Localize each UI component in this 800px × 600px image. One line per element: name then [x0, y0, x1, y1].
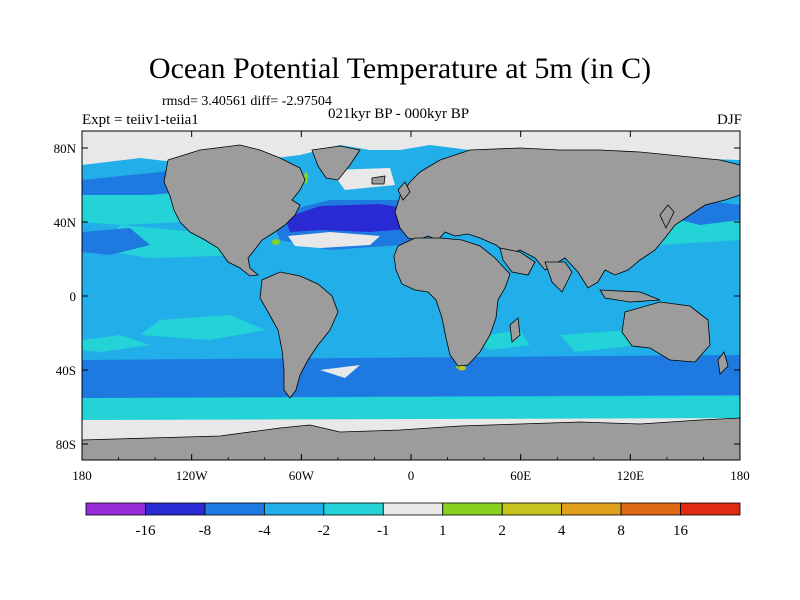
iceland — [371, 175, 386, 185]
y-tick-label: 40S — [56, 363, 76, 378]
y-tick-label: 80N — [54, 141, 77, 156]
uk — [397, 181, 411, 201]
y-tick-label: 80S — [56, 437, 76, 452]
madagascar — [509, 317, 521, 343]
x-tick-label: 60E — [510, 468, 531, 483]
colorbar-swatch — [442, 502, 503, 516]
x-tick-label: 60W — [289, 468, 315, 483]
plot-title: Ocean Potential Temperature at 5m (in C) — [148, 52, 652, 85]
colorbar-swatch — [561, 502, 622, 516]
australia — [621, 301, 711, 363]
colorbar-swatch — [323, 502, 384, 516]
colorbar-swatch — [680, 502, 741, 516]
period-label: 021kyr BP - 000kyr BP — [328, 106, 470, 122]
japan — [659, 204, 675, 229]
rmsd-diff-stats: rmsd= 3.40561 diff= -2.97504 — [162, 94, 332, 109]
india — [544, 261, 573, 293]
continents — [82, 144, 740, 460]
y-tick-label: 0 — [70, 289, 77, 304]
map-plot-area — [82, 131, 740, 460]
new-zealand — [717, 351, 729, 375]
experiment-label: Expt = teiiv1-teiia1 — [82, 112, 199, 128]
north-america — [163, 144, 306, 277]
greenland — [311, 145, 361, 181]
x-tick-label: 180 — [730, 468, 750, 483]
africa — [393, 237, 511, 367]
colorbar-label: 2 — [498, 523, 506, 539]
south-america — [259, 271, 339, 399]
colorbar-label: 4 — [558, 523, 566, 539]
colorbar-swatch — [620, 502, 681, 516]
colorbar-swatch — [85, 502, 146, 516]
x-tick-label: 120E — [617, 468, 645, 483]
season-label: DJF — [716, 112, 742, 128]
colorbar-swatch — [501, 502, 563, 516]
x-tick-label: 120W — [176, 468, 209, 483]
colorbar-swatch — [204, 502, 265, 516]
near-zero-anomaly-patches — [288, 232, 380, 378]
colorbar-label: -8 — [199, 523, 212, 539]
colorbar-label: -4 — [258, 523, 271, 539]
eurasia — [394, 147, 740, 289]
antarctica — [82, 417, 740, 460]
indonesia — [599, 289, 661, 303]
warm-anomaly-spots — [272, 172, 466, 371]
colorbar: -16 -8 -4 -2 -1 1 2 4 8 16 — [85, 502, 741, 539]
colorbar-swatch — [263, 502, 325, 516]
colorbar-swatch — [382, 502, 444, 516]
x-axis: 180 120W 60W 0 60E 120E 180 — [72, 131, 750, 483]
y-tick-label: 40N — [54, 215, 77, 230]
colorbar-label: -16 — [135, 523, 155, 539]
colorbar-label: -2 — [318, 523, 331, 539]
y-axis: 80N 40N 0 40S 80S — [54, 141, 740, 452]
arabian-peninsula — [499, 247, 536, 276]
x-tick-label: 180 — [72, 468, 92, 483]
colorbar-swatch — [145, 502, 206, 516]
colorbar-label: 1 — [439, 523, 447, 539]
x-tick-label: 0 — [408, 468, 415, 483]
colorbar-label: 16 — [673, 523, 689, 539]
colorbar-label: 8 — [617, 523, 625, 539]
colorbar-label: -1 — [377, 523, 390, 539]
